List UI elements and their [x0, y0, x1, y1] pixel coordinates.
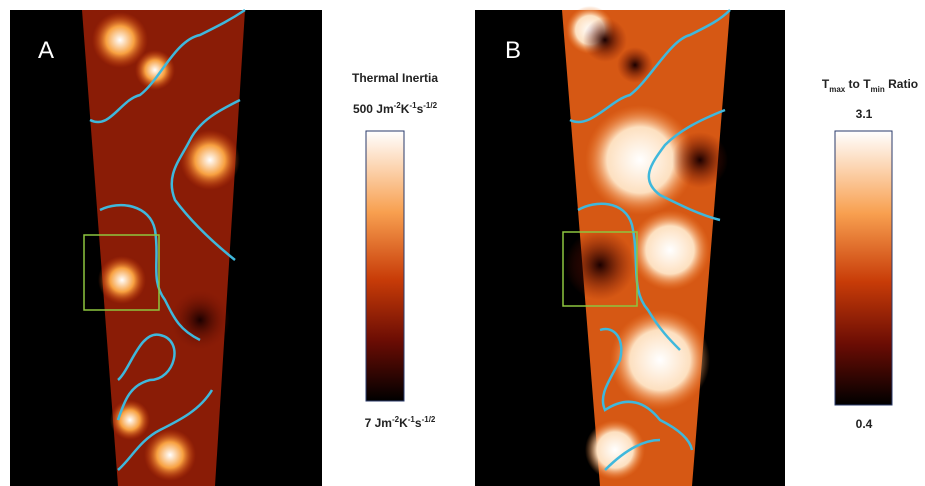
sub: max	[829, 85, 846, 94]
panel-label: B	[505, 37, 521, 64]
colorbar-max: 3.1	[856, 107, 873, 121]
sub: min	[871, 85, 885, 94]
text: 500 Jm	[353, 102, 394, 116]
text: K	[399, 416, 408, 430]
panel-a: A	[10, 10, 322, 486]
panel-b: B	[475, 6, 785, 486]
colorbar-a: Thermal Inertia 500 Jm-2K-1s-1/2 7 Jm-2K…	[352, 71, 438, 430]
colorbar-min: 0.4	[856, 417, 873, 431]
panel-label: A	[38, 37, 54, 64]
colorbar-b: Tmax to Tmin Ratio 3.1 0.4	[822, 77, 918, 431]
sup: -1/2	[422, 415, 436, 424]
sup: -1/2	[423, 101, 437, 110]
colorbar-title: Thermal Inertia	[352, 71, 438, 85]
text: to T	[845, 77, 871, 91]
colorbar-min: 7 Jm-2K-1s-1/2	[365, 415, 436, 430]
text: 7 Jm	[365, 416, 392, 430]
figure: A B Thermal Inertia 500 Jm-2K-1s-1/2 7 J…	[0, 0, 925, 486]
text: Ratio	[885, 77, 918, 91]
colorbar-max: 500 Jm-2K-1s-1/2	[353, 101, 438, 116]
text: K	[401, 102, 410, 116]
colorbar-title: Tmax to Tmin Ratio	[822, 77, 918, 94]
text: Thermal Inertia	[352, 71, 438, 85]
